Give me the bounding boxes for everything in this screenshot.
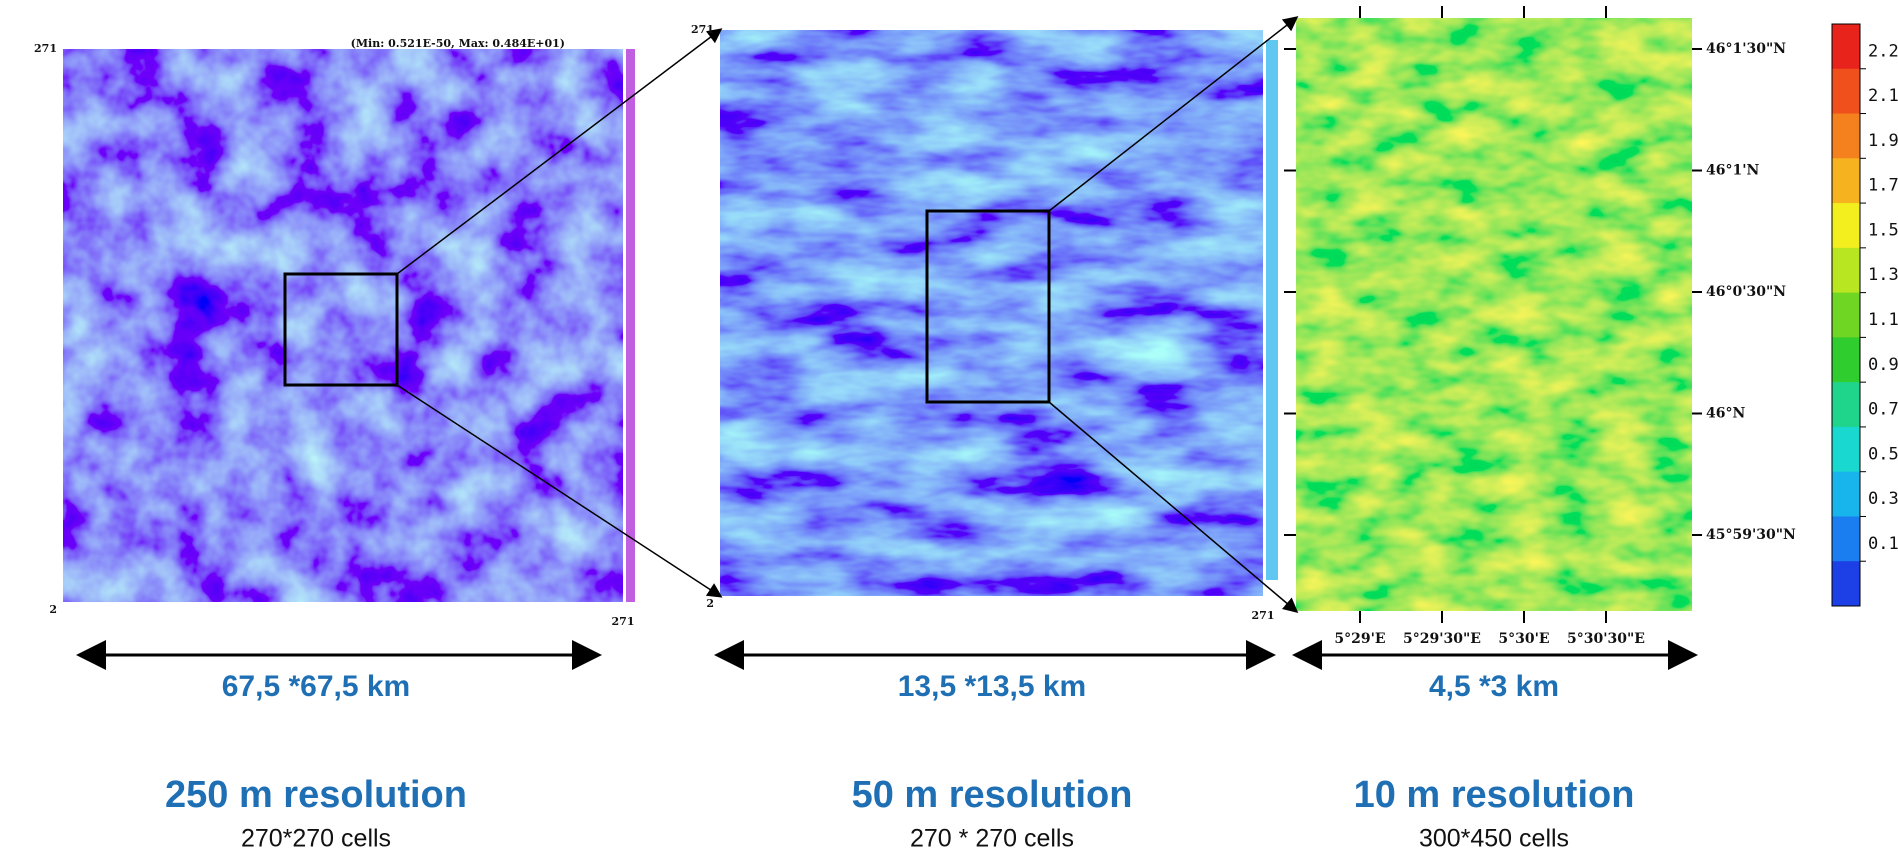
colorbar-label: 1.9: [1868, 131, 1898, 151]
colorbar-segment: [1832, 561, 1860, 607]
extent-label: 4,5 *3 km: [1429, 670, 1559, 703]
colorbar-label: 0.7: [1868, 400, 1898, 420]
colorbar-segment: [1832, 158, 1860, 204]
axis-label: 271: [691, 23, 714, 36]
colorbar-segment: [1832, 68, 1860, 115]
map-250m: [63, 49, 623, 602]
cells-label: 300*450 cells: [1419, 825, 1569, 852]
resolution-label: 50 m resolution: [852, 774, 1133, 816]
zoom-line: [396, 384, 723, 598]
small-colorbar: [626, 49, 635, 602]
colorbar-label: 1.5: [1868, 220, 1898, 240]
colorbar-segment: [1832, 113, 1860, 159]
colorbar-label: 0.1: [1868, 534, 1898, 554]
colorbar-label: 1.3: [1868, 265, 1898, 285]
resolution-label: 250 m resolution: [165, 774, 467, 816]
map-panels: [63, 17, 1693, 612]
colorbar-label: 1.1: [1868, 310, 1898, 330]
cells-label: 270 * 270 cells: [910, 825, 1074, 852]
latitude-label: 46°1'N: [1706, 163, 1760, 179]
axis-label: 2: [706, 597, 714, 610]
zoom-line: [1048, 16, 1299, 212]
axis-label: 271: [1252, 609, 1275, 622]
longitude-label: 5°30'E: [1498, 631, 1549, 647]
map-10m: [1295, 17, 1693, 612]
colorbar-segment: [1832, 247, 1860, 294]
colorbar-segment: [1832, 471, 1860, 517]
latitude-label: 46°1'30"N: [1706, 41, 1786, 57]
zoom-links: [283, 16, 1299, 613]
longitude-label: 5°30'30"E: [1567, 631, 1645, 647]
latitude-label: 45°59'30"N: [1706, 527, 1796, 543]
small-colorbar: [1266, 40, 1278, 580]
axis-label: 271: [34, 42, 57, 55]
axis-label: 2: [49, 603, 57, 616]
colorbar-segment: [1832, 203, 1860, 249]
colorbar-segment: [1832, 382, 1860, 428]
extent-label: 67,5 *67,5 km: [222, 670, 410, 703]
value-range-note: (Min: 0.521E-50, Max: 0.484E+01): [351, 37, 565, 50]
colorbar-label: 1.7: [1868, 176, 1898, 196]
longitude-label: 5°29'E: [1334, 631, 1385, 647]
zoom-line: [396, 28, 723, 275]
colorbar-label: 2.1: [1868, 86, 1898, 106]
axis-label: 271: [612, 615, 635, 628]
longitude-label: 5°29'30"E: [1403, 631, 1481, 647]
zoom-box: [925, 209, 1051, 404]
zoom-line: [1048, 401, 1299, 613]
extent-label: 13,5 *13,5 km: [898, 670, 1086, 703]
colorbar-label: 0.3: [1868, 489, 1898, 509]
colorbar-segment: [1832, 516, 1860, 562]
colorbar-segment: [1832, 292, 1860, 338]
cells-label: 270*270 cells: [241, 825, 391, 852]
resolution-label: 10 m resolution: [1354, 774, 1635, 816]
latitude-label: 46°0'30"N: [1706, 284, 1786, 300]
colorbar-label: 2.2: [1868, 41, 1898, 61]
colorbar-label: 0.5: [1868, 444, 1898, 464]
colorbar-segment: [1832, 426, 1860, 473]
zoom-box: [283, 272, 399, 387]
colorbar-segment: [1832, 24, 1860, 70]
colorbar-label: 0.9: [1868, 355, 1898, 375]
colorbar-segment: [1832, 337, 1860, 383]
colorbar-frame: [1831, 23, 1861, 607]
map-50m: [720, 30, 1263, 596]
latitude-label: 46°N: [1706, 406, 1745, 422]
